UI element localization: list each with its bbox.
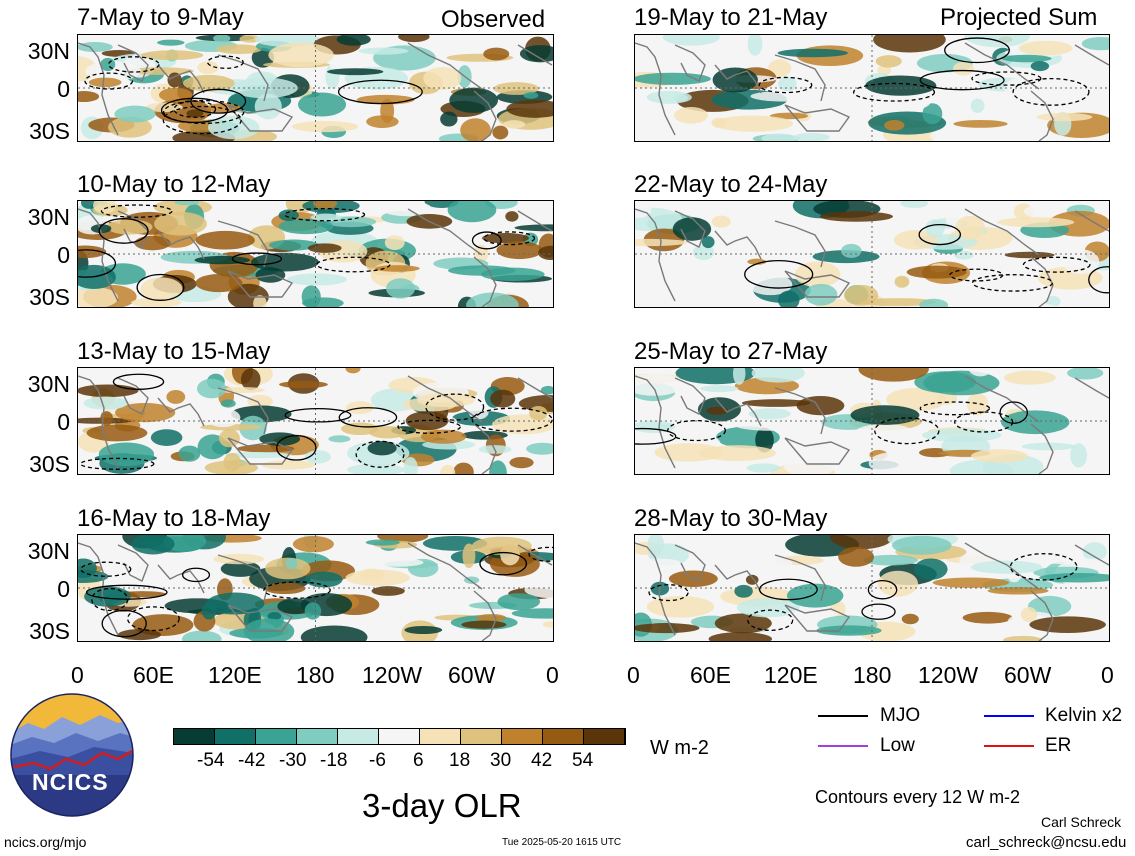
colorbar-swatch [543,729,584,744]
colorbar-swatch [297,729,338,744]
colorbar [173,728,626,745]
figure-title: 3-day OLR [362,787,522,824]
panel-title-left-3: 13-May to 15-May [77,338,271,365]
colorbar-label: -6 [369,750,386,771]
lat-label-30s: 30S [29,451,70,477]
olr-map-observed-4 [77,534,554,642]
lon-label-right-180: 180 [853,662,892,688]
colorbar-label: 54 [572,750,594,771]
colorbar-swatch [174,729,215,744]
lon-label-left-120w: 120W [362,662,423,688]
lon-label-left-0: 0 [71,662,84,688]
lon-label-right-0: 0 [627,662,640,688]
lon-label-left-180: 180 [296,662,335,688]
panel-title-right-3: 25-May to 27-May [634,338,828,365]
footer-author: Carl Schreck [1041,814,1122,830]
observed-label: Observed [441,6,546,33]
lon-label-right-120w: 120W [918,662,979,688]
colorbar-swatch [379,729,420,744]
colorbar-swatch [256,729,297,744]
lat-label-30s: 30S [29,618,70,644]
colorbar-swatch [215,729,256,744]
colorbar-swatch [461,729,502,744]
logo-text: NCICS [32,769,109,795]
lat-label-eq: 0 [57,242,70,268]
lat-label-30n: 30N [27,38,70,64]
lon-label-right-0-end: 0 [1101,662,1114,688]
olr-map-projected-1 [634,34,1110,142]
footer-url[interactable]: ncics.org/mjo [4,834,87,850]
lon-label-left-60e: 60E [133,662,174,688]
legend-swatch-kelvin [984,715,1034,717]
colorbar-swatch [502,729,543,744]
olr-map-observed-1 [77,34,554,142]
olr-map-projected-2 [634,200,1110,308]
colorbar-label: -54 [197,750,225,771]
olr-map-projected-4 [634,534,1110,642]
lat-label-eq: 0 [57,576,70,602]
panel-title-right-1: 19-May to 21-May [634,4,828,31]
lat-label-30n: 30N [27,371,70,397]
lon-label-left-0-end: 0 [546,662,559,688]
legend-swatch-er [984,745,1034,747]
lat-label-30s: 30S [29,284,70,310]
panel-title-left-1: 7-May to 9-May [77,4,244,31]
panel-title-left-2: 10-May to 12-May [77,171,271,198]
lat-label-eq: 0 [57,409,70,435]
colorbar-label: -30 [279,750,307,771]
ncics-logo: NCICS [10,693,134,817]
legend-label-er: ER [1045,735,1072,756]
lon-label-right-120e: 120E [764,662,818,688]
lat-label-eq: 0 [57,76,70,102]
lat-label-30n: 30N [27,204,70,230]
legend-label-kelvin: Kelvin x2 [1045,705,1123,726]
lat-label-30n: 30N [27,538,70,564]
colorbar-label: 30 [490,750,512,771]
footer-email[interactable]: carl_schreck@ncsu.edu [966,834,1127,851]
colorbar-label: 18 [449,750,471,771]
contour-note: Contours every 12 W m-2 [815,787,1021,807]
panel-title-right-2: 22-May to 24-May [634,171,828,198]
legend-label-mjo: MJO [880,705,921,726]
olr-map-observed-3 [77,367,554,475]
lat-label-30s: 30S [29,118,70,144]
legend-swatch-low [818,745,868,747]
lon-label-left-60w: 60W [448,662,496,688]
lon-label-left-120e: 120E [208,662,262,688]
colorbar-label: 6 [413,750,424,771]
colorbar-swatch [584,729,625,744]
colorbar-label: 42 [531,750,553,771]
projected-label: Projected Sum [940,4,1098,31]
legend-swatch-mjo [818,715,868,717]
lon-label-right-60e: 60E [690,662,731,688]
lon-label-right-60w: 60W [1004,662,1052,688]
footer-timestamp: Tue 2025-05-20 1615 UTC [502,837,622,848]
colorbar-label: -18 [320,750,348,771]
colorbar-units: W m-2 [650,737,709,759]
colorbar-swatch [420,729,461,744]
colorbar-label: -42 [238,750,266,771]
legend-label-low: Low [880,735,915,756]
panel-title-right-4: 28-May to 30-May [634,505,828,532]
olr-map-observed-2 [77,200,554,308]
panel-title-left-4: 16-May to 18-May [77,505,271,532]
colorbar-swatch [338,729,379,744]
olr-map-projected-3 [634,367,1110,475]
